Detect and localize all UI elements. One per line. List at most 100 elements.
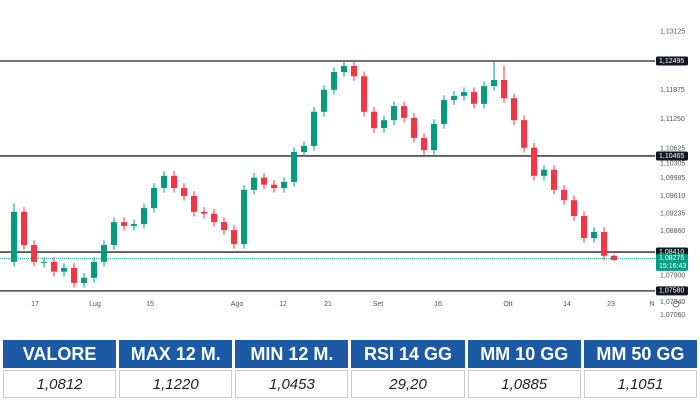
level-label: 1,12495 xyxy=(659,58,684,65)
value-cell: 1,0885 xyxy=(467,370,581,398)
chart: 1,13125 1,11875 1,11250 1,10625 1,10305 1,099… xyxy=(0,0,700,330)
y-tick-label: 1,07060 xyxy=(660,312,685,319)
candle-body xyxy=(421,137,427,151)
candle-body xyxy=(141,208,147,224)
header-cell: MM 10 GG xyxy=(467,340,581,368)
candle-body xyxy=(281,181,287,188)
level-label-bg xyxy=(656,286,688,296)
candle-body xyxy=(371,111,377,129)
candle-body xyxy=(491,79,497,87)
x-tick-label: 23 xyxy=(607,301,615,308)
candle-body xyxy=(591,231,597,239)
y-tick-label: 1,10625 xyxy=(660,145,685,152)
level-label-bg xyxy=(656,56,688,66)
x-tick-label: 21 xyxy=(324,301,332,308)
y-tick-label: 1,11250 xyxy=(660,116,685,123)
candle-body xyxy=(21,211,27,246)
x-tick-label: 12 xyxy=(279,301,287,308)
candle-body xyxy=(331,72,337,90)
candle-body xyxy=(121,222,127,226)
candle-body xyxy=(51,261,57,272)
price-label-bg xyxy=(656,253,688,271)
candle-body xyxy=(541,169,547,176)
candle-body xyxy=(481,86,487,104)
x-tick-label: Ott xyxy=(503,301,512,308)
candle-body xyxy=(221,222,227,231)
value-row: 1,0812 1,1220 1,0453 29,20 1,0885 1,1051 xyxy=(3,370,697,398)
candle-body xyxy=(551,169,557,190)
candle-body xyxy=(311,111,317,146)
candle-body xyxy=(181,187,187,196)
y-tick-label: 1,07340 xyxy=(660,299,685,306)
candle-body xyxy=(231,230,237,245)
candle-body xyxy=(61,267,67,272)
candle-body xyxy=(341,65,347,73)
candle-body xyxy=(361,76,367,112)
candle-body xyxy=(201,211,207,214)
level-label: 1,07580 xyxy=(659,288,684,295)
x-tick-label: 15 xyxy=(146,301,154,308)
candle-body xyxy=(151,187,157,209)
candle-body xyxy=(351,65,357,77)
x-tick-label: 14 xyxy=(563,301,571,308)
header-cell: MM 50 GG xyxy=(583,340,697,368)
candle-body xyxy=(581,216,587,239)
candle-body xyxy=(91,261,97,278)
candle-body xyxy=(291,151,297,182)
candle-body xyxy=(211,213,217,223)
x-tick-label: Lug xyxy=(89,301,101,308)
header-row: VALORE MAX 12 M. MIN 12 M. RSI 14 GG MM 10 G… xyxy=(3,340,697,368)
candle-body xyxy=(171,175,177,188)
header-cell: RSI 14 GG xyxy=(351,340,465,368)
candle-body xyxy=(241,189,247,245)
candle-body xyxy=(441,100,447,124)
candle-body xyxy=(571,200,577,217)
x-tick-label: 16 xyxy=(434,301,442,308)
candle-body xyxy=(301,145,307,152)
value-cell: 1,1220 xyxy=(119,370,233,398)
candle-body xyxy=(101,245,107,262)
settings-icon[interactable] xyxy=(672,300,680,308)
price-countdown: 15:16:43 xyxy=(659,263,686,270)
x-tick-label: N xyxy=(649,301,654,308)
candle-body xyxy=(451,95,457,101)
candle-body xyxy=(471,92,477,104)
y-tick-label: 1,09985 xyxy=(660,175,685,182)
header-cell: VALORE xyxy=(3,340,117,368)
candle-body xyxy=(381,120,387,129)
candle-body xyxy=(31,245,37,262)
candle-body xyxy=(531,147,537,176)
level-label-bg xyxy=(656,151,688,161)
candle-body xyxy=(411,117,417,138)
candle-body xyxy=(601,231,607,256)
candle-body xyxy=(81,277,87,283)
candle-body xyxy=(111,222,117,246)
candle-body xyxy=(321,89,327,112)
candle-body xyxy=(501,79,507,99)
candle-body xyxy=(401,106,407,118)
value-cell: 1,0453 xyxy=(235,370,349,398)
candle-body xyxy=(561,189,567,201)
x-tick-label: Ago xyxy=(231,301,244,308)
candle-body xyxy=(191,195,197,212)
y-tick-label: 1,09610 xyxy=(660,193,685,200)
candle-body xyxy=(461,92,467,96)
candle-body xyxy=(251,177,257,190)
candle-body xyxy=(11,211,17,262)
candle-body xyxy=(71,267,77,283)
stats-table: VALORE MAX 12 M. MIN 12 M. RSI 14 GG MM 10 G… xyxy=(0,338,700,400)
candle-body xyxy=(511,98,517,121)
y-tick-label: 1,10305 xyxy=(660,160,685,167)
y-tick-label: 1,07900 xyxy=(660,273,685,280)
candle-body xyxy=(41,261,47,263)
level-label: 1,10465 xyxy=(659,153,684,160)
value-cell: 1,1051 xyxy=(583,370,697,398)
candle-body xyxy=(431,123,437,151)
candle-body xyxy=(131,223,137,226)
chart-bg xyxy=(0,0,700,330)
y-tick-label: 1,11875 xyxy=(660,87,685,94)
value-cell: 29,20 xyxy=(351,370,465,398)
candle-body xyxy=(611,255,617,260)
level-label: 1,08410 xyxy=(659,249,684,256)
